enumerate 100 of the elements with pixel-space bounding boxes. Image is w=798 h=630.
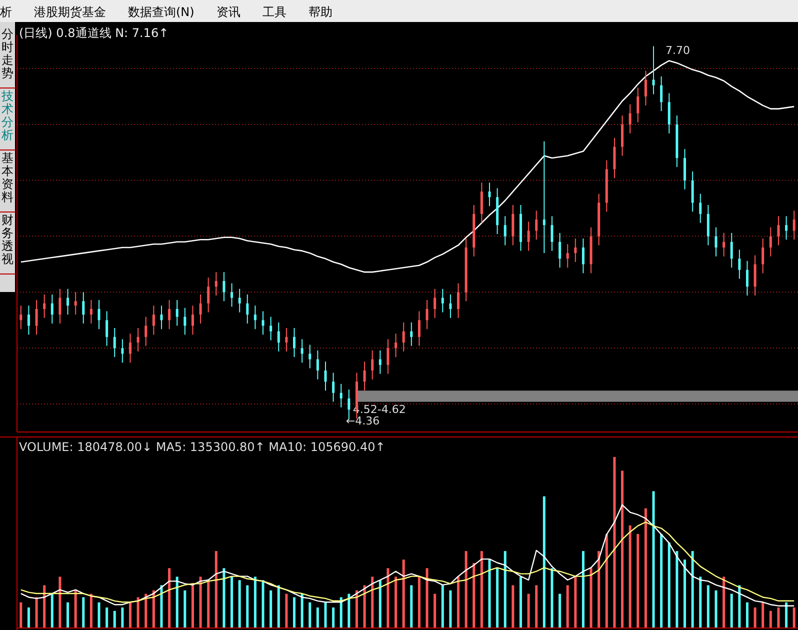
bar [410, 585, 413, 628]
bar [722, 576, 726, 628]
bar [316, 607, 319, 628]
bar [152, 590, 155, 628]
bar [542, 496, 546, 628]
bar [20, 602, 22, 628]
bar [355, 590, 358, 628]
bar [402, 560, 405, 628]
chart-title: VOLUME: 180478.00↓ MA5: 135300.80↑ MA10: 105690.40↑ [19, 440, 386, 454]
bar [449, 590, 452, 628]
bar [613, 457, 616, 628]
annotation: 7.70 [666, 44, 690, 58]
bar [82, 597, 85, 628]
bar [293, 597, 296, 628]
bar [394, 576, 398, 628]
bar [160, 585, 163, 628]
text: 财务透视 [2, 213, 14, 266]
bar [504, 551, 506, 628]
bar [262, 580, 264, 628]
bar [558, 594, 562, 628]
bar [238, 580, 241, 628]
bar [792, 607, 796, 628]
bar [472, 563, 476, 628]
bar [746, 602, 748, 628]
bar [285, 594, 288, 628]
bar [418, 576, 420, 628]
bar [762, 602, 764, 628]
bar [512, 585, 514, 628]
bar [348, 594, 350, 628]
bar [184, 590, 186, 628]
bar [270, 590, 272, 628]
bar [769, 610, 772, 628]
bar [488, 560, 491, 628]
bar [121, 607, 124, 628]
bar [457, 576, 460, 628]
bar [636, 534, 640, 628]
bar [644, 508, 647, 628]
bar [58, 576, 62, 628]
bar [378, 580, 382, 628]
bar [730, 594, 733, 628]
bar [706, 585, 710, 628]
bar [605, 534, 608, 628]
bar [113, 610, 116, 628]
bar [550, 568, 554, 628]
bar [27, 607, 30, 628]
bar [386, 568, 390, 628]
bar [590, 568, 592, 628]
text: 基本资料 [2, 151, 14, 204]
bar [738, 585, 741, 628]
bar [128, 602, 132, 628]
text: 资讯 [216, 5, 240, 19]
text: 析 [0, 5, 12, 19]
bar [652, 491, 655, 628]
bar [598, 551, 600, 628]
bar [50, 594, 54, 628]
bar [207, 580, 210, 628]
bar [777, 607, 780, 628]
bar [324, 602, 327, 628]
bar [434, 594, 436, 628]
bar [371, 576, 374, 628]
bar [699, 576, 702, 628]
bar [300, 594, 304, 628]
text: 分时走势 [2, 27, 14, 80]
bar [222, 568, 226, 628]
bar [535, 585, 538, 628]
bar [74, 590, 77, 628]
bar [441, 585, 444, 628]
bar [684, 560, 686, 628]
bar [785, 602, 788, 628]
bar [35, 597, 38, 628]
bar [332, 607, 335, 628]
bar [363, 585, 366, 628]
bar [582, 551, 584, 628]
bar [519, 576, 522, 628]
text: 工具 [262, 5, 286, 19]
bar [496, 568, 499, 628]
bar [176, 576, 178, 628]
bar [621, 470, 624, 628]
text: 港股期货基金 [34, 5, 106, 19]
bar [254, 576, 256, 628]
chart-title: (日线) 0.8通道线 N: 7.16↑ [19, 26, 169, 40]
bar [480, 551, 483, 628]
bar [136, 597, 140, 628]
bar [676, 551, 678, 628]
bar [106, 607, 108, 628]
annotation: ←4.36 [346, 414, 380, 428]
bar [527, 594, 530, 628]
bar [246, 585, 249, 628]
bar [98, 602, 100, 628]
bar [691, 551, 694, 628]
bar [714, 590, 718, 628]
bar [566, 585, 569, 628]
bar [464, 551, 468, 628]
bar [199, 576, 202, 628]
bar [230, 576, 234, 628]
bar [340, 597, 342, 628]
bar [668, 542, 670, 628]
bar [191, 585, 194, 628]
bar [66, 602, 70, 628]
bar [660, 534, 663, 628]
